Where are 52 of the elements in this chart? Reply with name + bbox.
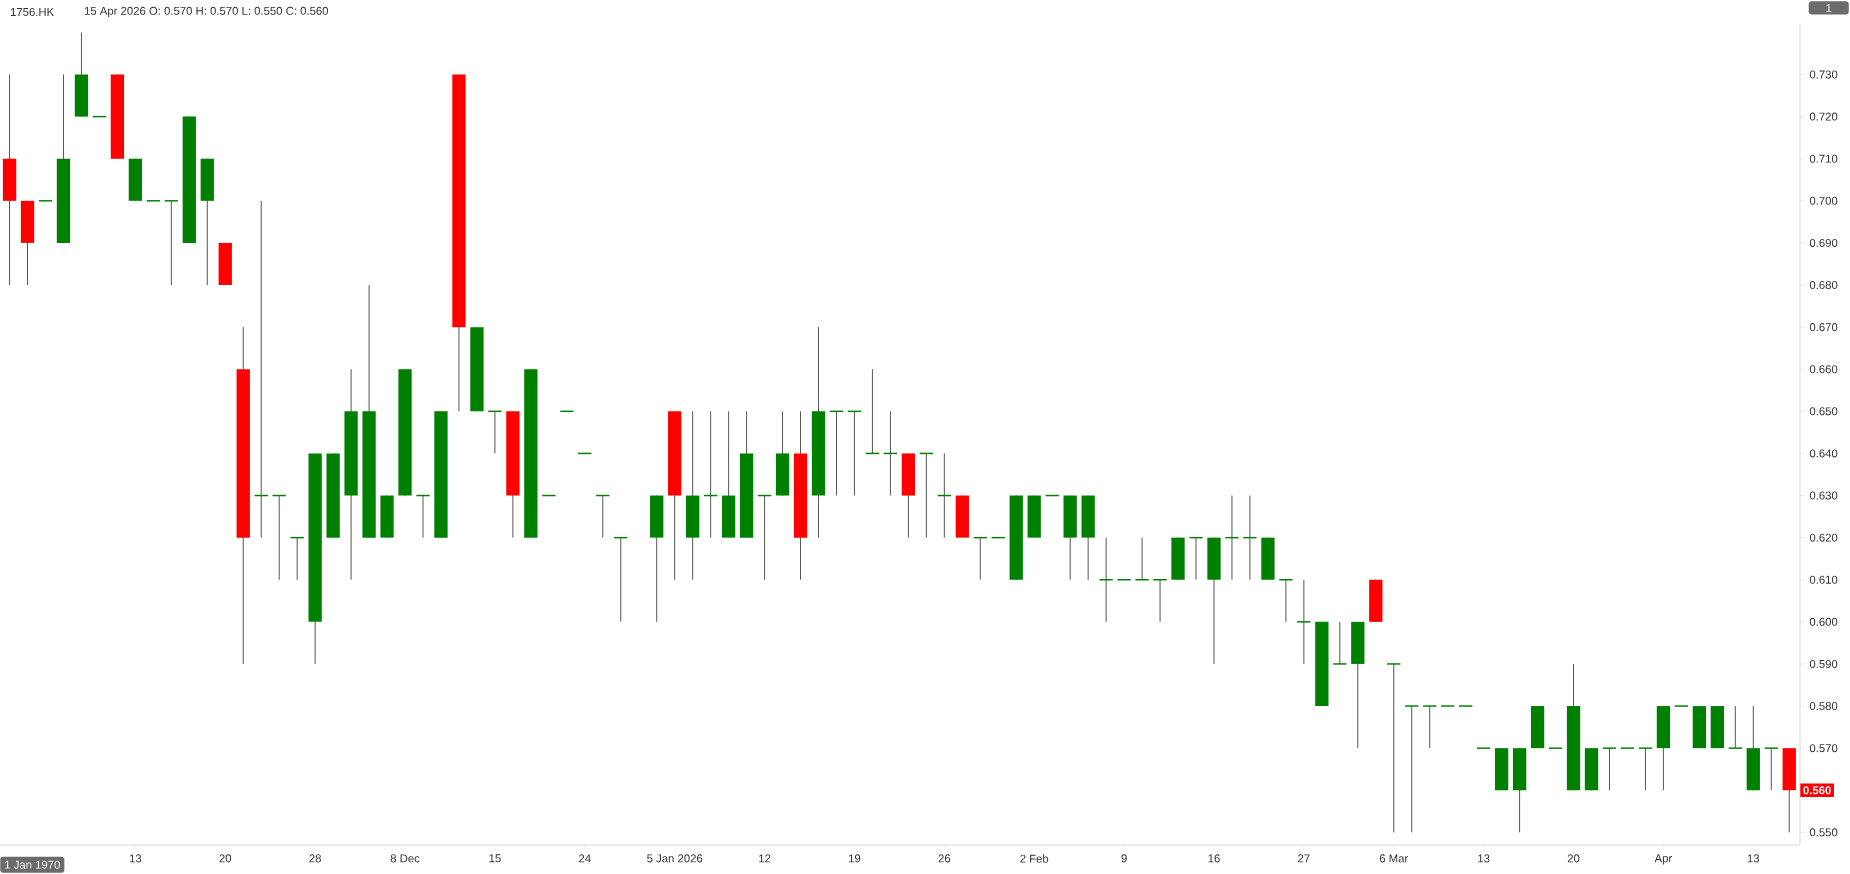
y-tick-label: 0.610 xyxy=(1809,575,1838,584)
x-tick-label: 13 xyxy=(1478,854,1490,863)
x-tick-label: 13 xyxy=(129,854,142,863)
x-tick-label: 28 xyxy=(309,854,321,863)
y-tick-label: 0.650 xyxy=(1809,407,1838,416)
y-tick-label: 0.700 xyxy=(1809,196,1838,205)
y-tick-label: 0.620 xyxy=(1809,533,1838,542)
y-tick-label: 0.630 xyxy=(1809,491,1838,500)
candlestick xyxy=(1422,705,1438,749)
candlestick xyxy=(163,200,179,286)
x-tick-label: 6 Mar xyxy=(1379,854,1409,863)
candlestick xyxy=(1602,747,1617,791)
y-tick-label: 0.550 xyxy=(1809,828,1838,837)
x-tick-label: 27 xyxy=(1298,854,1310,863)
y-tick-label: 0.640 xyxy=(1809,449,1838,458)
x-tick-label: 15 xyxy=(489,854,501,863)
y-tick-label: 0.570 xyxy=(1809,744,1838,753)
text: 1 Jan 1970 xyxy=(5,860,60,869)
x-tick-label: 20 xyxy=(1567,854,1580,863)
candlestick xyxy=(1763,747,1779,791)
x-tick-label: 5 Jan 2026 xyxy=(647,854,703,863)
x-tick-label: 12 xyxy=(759,854,771,863)
y-tick-label: 0.680 xyxy=(1809,281,1838,290)
y-tick-label: 0.670 xyxy=(1809,323,1838,332)
x-tick-label: 16 xyxy=(1208,854,1220,863)
y-tick-label: 0.710 xyxy=(1809,154,1838,163)
candlestick xyxy=(1638,747,1653,791)
x-tick-label: 9 xyxy=(1121,854,1127,863)
x-tick-label: Apr xyxy=(1654,854,1673,865)
y-tick-label: 0.720 xyxy=(1809,112,1838,121)
x-tick-label: 20 xyxy=(219,854,232,863)
candlestick xyxy=(1404,705,1420,833)
x-tick-label: 19 xyxy=(849,854,861,863)
chart-title: 1756.HK xyxy=(10,7,55,16)
x-tick-label: 2 Feb xyxy=(1020,854,1049,863)
x-tick-label: 24 xyxy=(579,854,591,863)
x-tick-label: 26 xyxy=(938,854,951,863)
candlestick xyxy=(1296,579,1312,665)
y-tick-label: 0.590 xyxy=(1809,659,1838,668)
candlestick xyxy=(1727,705,1743,749)
y-tick-label: 0.580 xyxy=(1809,702,1838,711)
x-tick-label: 8 Dec xyxy=(390,854,420,863)
y-tick-label: 0.600 xyxy=(1809,617,1838,626)
chart-subtitle: 15 Apr 2026 O: 0.570 H: 0.570 L: 0.550 C: 0.560 xyxy=(84,6,329,18)
y-tick-label: 0.690 xyxy=(1809,238,1838,247)
y-tick-label: 0.730 xyxy=(1809,70,1838,79)
x-tick-label: 13 xyxy=(1747,854,1760,863)
text: 0.560 xyxy=(1803,786,1831,795)
y-tick-label: 0.660 xyxy=(1809,365,1838,374)
candlestick xyxy=(1332,621,1348,665)
candlestick xyxy=(1386,663,1402,833)
text: 1 xyxy=(1826,3,1832,12)
